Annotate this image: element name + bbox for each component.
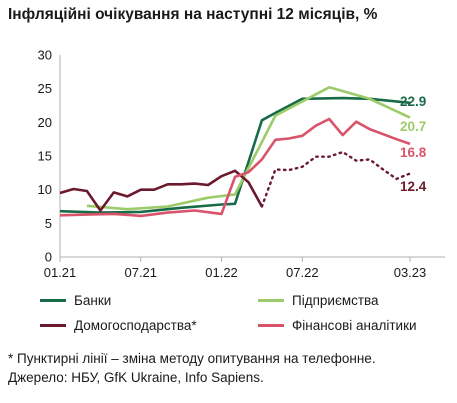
- y-tick-label: 30: [38, 48, 52, 63]
- x-tick-label: 01.21: [44, 265, 77, 280]
- x-tick-label: 07.21: [124, 265, 157, 280]
- end-label-households: 12.4: [400, 179, 427, 194]
- legend-item-analysts: Фінансові аналітики: [258, 318, 417, 333]
- legend-label-households: Домогосподарства*: [74, 318, 197, 333]
- legend-label-banks: Банки: [74, 293, 112, 308]
- legend-swatch-households: [40, 324, 66, 327]
- y-tick-label: 10: [38, 182, 52, 197]
- legend-item-households: Домогосподарства*: [40, 318, 197, 333]
- series-line-enterprises: [86, 86, 411, 211]
- y-tick-label: 5: [45, 216, 52, 231]
- end-label-banks: 22.9: [400, 94, 426, 109]
- legend-swatch-enterprises: [258, 299, 284, 302]
- series-line-analysts: [59, 117, 411, 218]
- end-label-enterprises: 20.7: [400, 119, 426, 134]
- series-line-banks: [59, 96, 411, 214]
- legend-label-enterprises: Підприємства: [292, 293, 379, 308]
- legend-swatch-banks: [40, 299, 66, 302]
- footnotes: * Пунктирні лінії – зміна методу опитува…: [8, 349, 376, 387]
- series-line-households: [59, 169, 264, 212]
- legend-item-banks: Банки: [40, 293, 111, 308]
- legend-item-enterprises: Підприємства: [258, 293, 379, 308]
- x-tick-label: 07.22: [286, 265, 319, 280]
- legend-label-analysts: Фінансові аналітики: [292, 318, 417, 333]
- y-tick-label: 20: [38, 115, 52, 130]
- legend-swatch-analysts: [258, 324, 284, 327]
- end-label-analysts: 16.8: [400, 145, 427, 160]
- y-tick-label: 0: [45, 250, 52, 265]
- chart-title: Інфляційні очікування на наступні 12 міс…: [8, 6, 378, 23]
- y-tick-label: 25: [38, 81, 52, 96]
- x-tick-label: 03.23: [394, 265, 427, 280]
- x-tick-label: 01.22: [205, 265, 238, 280]
- footnote-source: Джерело: НБУ, GfK Ukraine, Info Sapiens.: [8, 370, 264, 385]
- footnote-method: * Пунктирні лінії – зміна методу опитува…: [8, 351, 376, 366]
- y-tick-label: 15: [38, 149, 52, 164]
- series-line-households-dotted: [260, 150, 412, 208]
- line-chart: 0 5 10 15 20 25 30 01.21 07.21 01.22 07.22 03.23 22.…: [38, 48, 445, 280]
